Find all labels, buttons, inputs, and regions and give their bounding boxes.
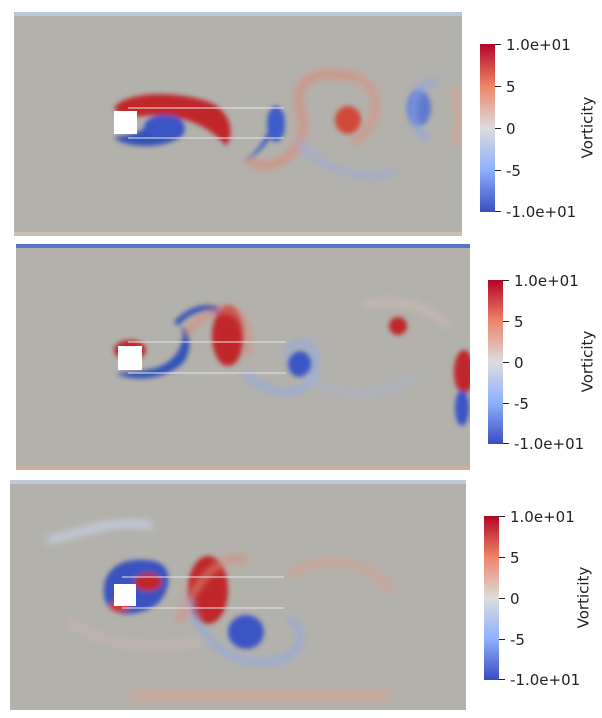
colorbar-3-tick-max: 1.0e+01 <box>510 508 575 526</box>
colorbar-1-tick-min: -1.0e+01 <box>506 203 577 221</box>
colorbar-2-title: Vorticity <box>578 330 597 393</box>
vorticity-panel-2: 1.0e+01 5 0 -5 -1.0e+01 Vorticity <box>0 240 602 476</box>
colorbar-1-tick-neg5: -5 <box>506 162 521 180</box>
obstacle-square <box>114 584 136 606</box>
obstacle-square <box>118 346 142 370</box>
colorbar-2-tick-0: 0 <box>514 354 524 372</box>
colorbar-1-tick-5: 5 <box>506 78 516 96</box>
vorticity-field-1 <box>14 12 462 236</box>
colorbar-2-tick-neg5: -5 <box>514 395 529 413</box>
vorticity-panel-3: 1.0e+01 5 0 -5 -1.0e+01 Vorticity <box>0 476 602 718</box>
colorbar-3-tick-5: 5 <box>510 549 520 567</box>
colorbar-3-tick-neg5: -5 <box>510 631 525 649</box>
colorbar-2-tick-max: 1.0e+01 <box>514 272 579 290</box>
colorbar-3 <box>484 516 499 680</box>
colorbar-2 <box>488 280 503 444</box>
colorbar-2-tick-5: 5 <box>514 313 524 331</box>
colorbar-1-title: Vorticity <box>578 96 597 159</box>
colorbar-3-title: Vorticity <box>574 566 593 629</box>
colorbar-1 <box>480 44 495 212</box>
obstacle-square <box>114 111 137 134</box>
vorticity-field-2 <box>16 244 470 470</box>
vorticity-field-3 <box>10 480 466 710</box>
colorbar-2-tick-min: -1.0e+01 <box>514 435 585 453</box>
colorbar-1-tick-max: 1.0e+01 <box>506 36 571 54</box>
colorbar-1-tick-0: 0 <box>506 120 516 138</box>
colorbar-3-tick-0: 0 <box>510 590 520 608</box>
vorticity-panel-1: 1.0e+01 5 0 -5 -1.0e+01 Vorticity <box>0 0 602 240</box>
colorbar-3-tick-min: -1.0e+01 <box>510 671 581 689</box>
